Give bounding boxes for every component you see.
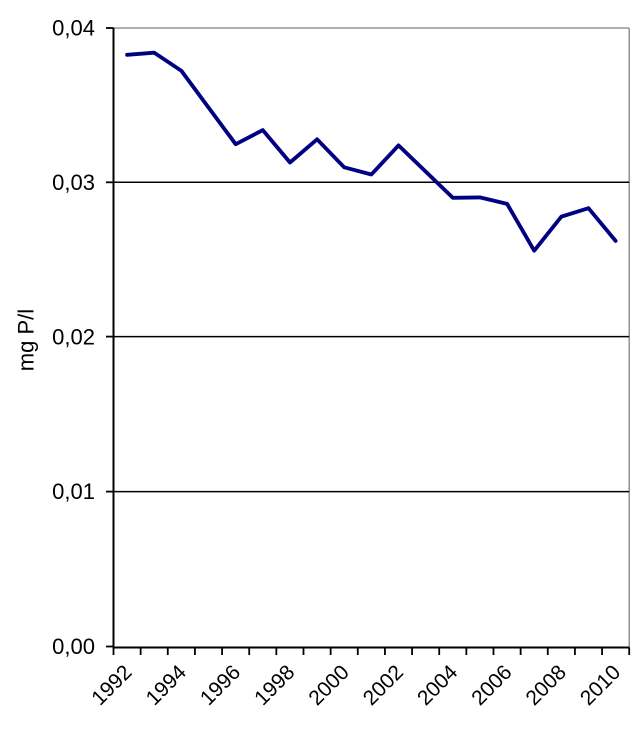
svg-text:0,03: 0,03	[52, 170, 95, 195]
svg-text:0,02: 0,02	[52, 325, 95, 350]
svg-text:0,04: 0,04	[52, 16, 95, 41]
svg-text:0,01: 0,01	[52, 479, 95, 504]
svg-text:mg P/l: mg P/l	[14, 309, 39, 371]
svg-text:0,00: 0,00	[52, 634, 95, 659]
